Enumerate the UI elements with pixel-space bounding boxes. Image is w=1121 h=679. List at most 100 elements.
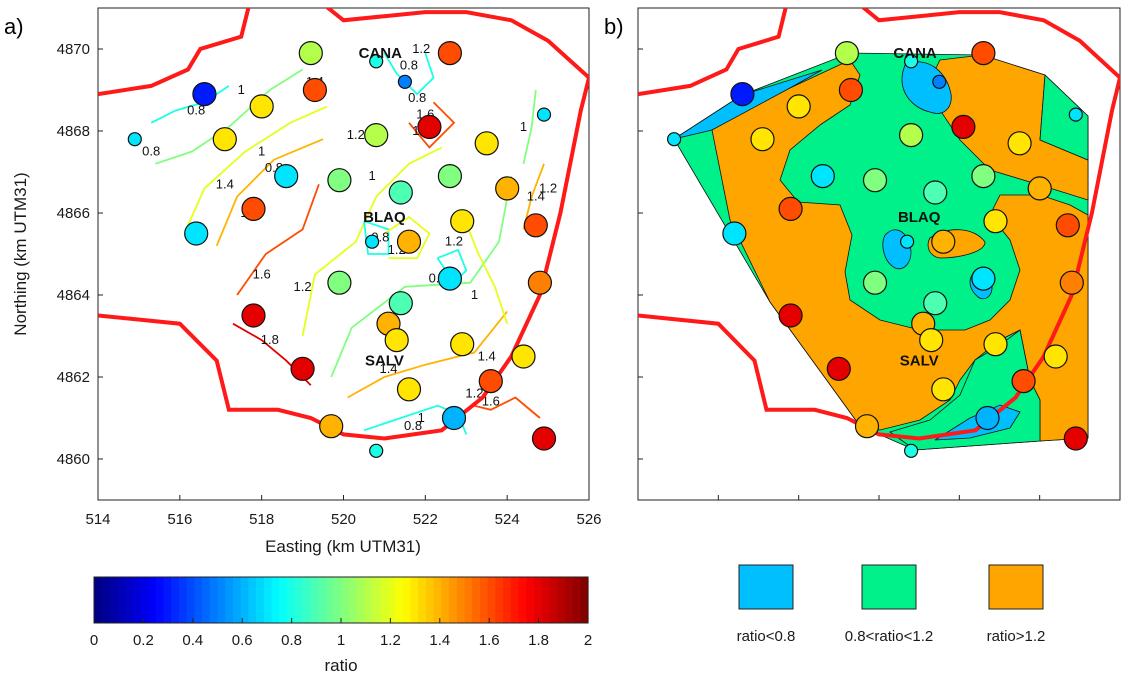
legend-swatch-high: [988, 564, 1044, 610]
contour-line: [461, 212, 509, 324]
colorbar-cell: [232, 577, 242, 623]
station-marker: [474, 131, 499, 156]
station-marker-b: [778, 196, 803, 221]
colorbar-ticks: 0 0.2 0.4 0.6 0.8 1 1.2 1.4 1.6 1.8 2: [90, 618, 592, 649]
site-label-b: BLAQ: [898, 209, 941, 226]
contour-line: [330, 175, 513, 378]
colorbar-cell: [286, 577, 296, 623]
class-legend: ratio<0.8 0.8<ratio<1.2 ratio>1.2: [737, 564, 1046, 645]
colorbar-tick-label: 2: [584, 632, 592, 649]
colorbar-cell: [580, 577, 589, 623]
contour-label: 1.2: [539, 180, 557, 195]
station-marker-b: [862, 168, 888, 193]
station-marker-b: [834, 40, 860, 66]
station-marker: [302, 77, 327, 103]
station-marker-b: [778, 303, 803, 328]
colorbar-cell: [418, 577, 427, 623]
station-marker-b: [1007, 131, 1032, 156]
contour-line: [236, 183, 320, 296]
colorbar-cell: [124, 577, 134, 623]
colorbar-cell: [341, 577, 350, 623]
contour-label: 0.8: [187, 103, 205, 118]
station-marker-b: [826, 356, 851, 381]
colorbar-cell: [171, 577, 180, 623]
station-marker-b: [786, 94, 811, 119]
station-marker-b: [903, 443, 919, 458]
station-marker-b: [854, 414, 880, 439]
x-axis-ticks: 514 516 518 520 522 524 526: [85, 495, 602, 528]
colorbar-cell: [109, 577, 118, 623]
x-axis-label: Easting (km UTM31): [265, 537, 421, 556]
colorbar-cell: [433, 577, 442, 623]
colorbar-cell: [263, 577, 273, 623]
station-marker-b: [931, 229, 956, 254]
contour-label: 1: [418, 410, 425, 425]
contour-line: [474, 396, 541, 419]
contour-label: 1.2: [412, 41, 430, 56]
colorbar-cell: [94, 577, 103, 623]
y-tick-label: 4866: [57, 205, 90, 222]
colorbar-tick-label: 1.8: [528, 632, 549, 649]
colorbar-cell: [441, 577, 450, 623]
station-marker: [384, 328, 409, 353]
legend-swatch-mid: [861, 564, 917, 610]
y-axis-ticks-b: [638, 48, 643, 460]
colorbar-tick-label: 0.4: [182, 632, 203, 649]
boundary-line: [98, 8, 589, 441]
contour-label: 1.4: [527, 189, 545, 204]
station-marker: [364, 123, 389, 148]
site-label-b: CANA: [893, 45, 936, 62]
y-tick-label: 4860: [57, 451, 90, 468]
colorbar-cell: [333, 577, 342, 623]
colorbar-cell: [479, 577, 489, 623]
colorbar-cell: [302, 577, 311, 623]
station-marker: [298, 40, 323, 66]
station-marker: [495, 176, 520, 201]
y-axis-label: Northing (km UTM31): [11, 172, 30, 335]
legend-label-low: ratio<0.8: [737, 628, 796, 645]
contour-label: 0.8: [142, 144, 160, 159]
contour-label: 1: [471, 287, 478, 302]
colorbar-label: ratio: [324, 656, 357, 675]
colorbar-tick-label: 0.6: [232, 632, 253, 649]
y-tick-label: 4870: [57, 41, 90, 58]
station-marker-b: [932, 74, 947, 89]
legend-label-high: ratio>1.2: [987, 628, 1046, 645]
legend-swatch-low: [738, 564, 794, 610]
colorbar-cell: [425, 577, 435, 623]
station-marker-b: [1059, 270, 1084, 295]
colorbar-tick-label: 0.2: [133, 632, 154, 649]
site-label: SALV: [365, 353, 404, 370]
station-marker-b: [666, 132, 682, 147]
site-label-b: SALV: [900, 353, 939, 370]
colorbar-cell: [279, 577, 288, 623]
colorbar-cell: [449, 577, 458, 623]
station-marker: [417, 114, 442, 140]
station-marker: [527, 270, 553, 295]
station-marker: [319, 414, 344, 439]
station-markers-b: [666, 40, 1088, 458]
station-marker-b: [975, 405, 1000, 431]
station-marker: [290, 356, 315, 381]
contour-label: 1.4: [478, 349, 496, 364]
colorbar-cell: [510, 577, 520, 623]
colorbar-cell: [364, 577, 373, 623]
contour-label: 1.2: [294, 279, 312, 294]
station-marker-b: [810, 164, 835, 189]
colorbar-cell: [541, 577, 551, 623]
panel-a-frame: [97, 7, 590, 501]
colorbar-tick-label: 1: [337, 632, 345, 649]
station-marker-b: [983, 209, 1008, 234]
station-marker-b: [903, 54, 919, 69]
boundary-line-b: [638, 8, 1120, 441]
station-marker-b: [838, 77, 864, 103]
station-marker-b: [1011, 369, 1036, 394]
colorbar-cell: [348, 577, 358, 623]
colorbar-tick-label: 1.6: [479, 632, 500, 649]
contour-line: [383, 215, 431, 259]
colorbar-cell: [140, 577, 149, 623]
colorbar-cell: [495, 577, 504, 623]
y-tick-label: 4862: [57, 369, 90, 386]
colorbar-cell: [310, 577, 319, 623]
contour-label: 1.2: [445, 234, 463, 249]
